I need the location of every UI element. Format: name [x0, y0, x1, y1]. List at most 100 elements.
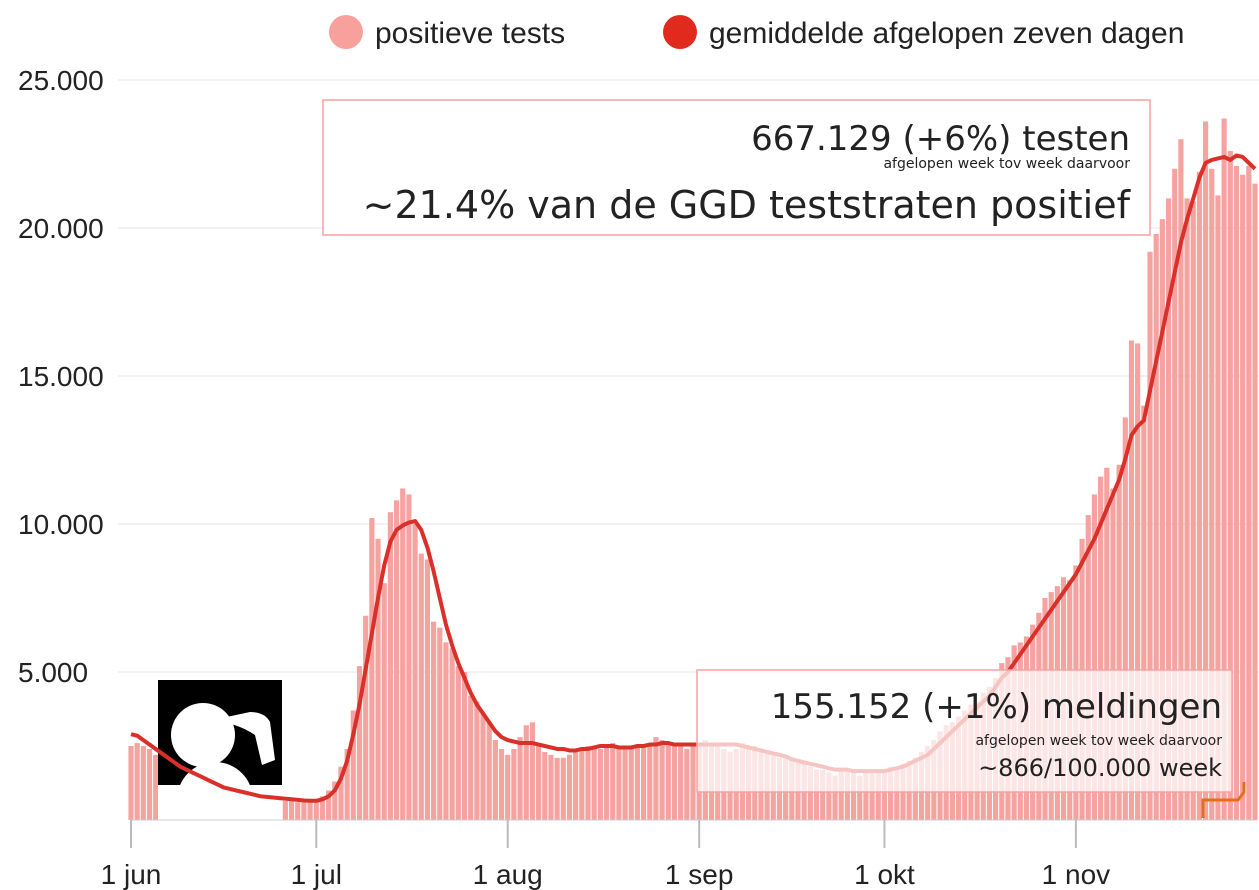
bar: [381, 583, 387, 820]
bar: [1165, 198, 1172, 820]
bar: [153, 754, 159, 820]
annotation-box: [696, 669, 1233, 793]
bar: [393, 500, 400, 820]
annotation-text: afgelopen week tov week daarvoor: [883, 156, 1130, 172]
bar: [863, 772, 869, 820]
bar: [529, 722, 536, 820]
y-tick-label: 25.000: [18, 65, 104, 96]
bar: [350, 710, 356, 820]
x-tick-label: 1 sep: [665, 859, 734, 890]
x-axis: 1 jun 1 jul 1 aug 1 sep 1 okt 1 nov: [101, 819, 1255, 890]
bar: [616, 748, 622, 820]
bar: [628, 748, 634, 820]
legend-label: positieve tests: [375, 17, 565, 50]
bar: [431, 621, 437, 820]
bar: [1141, 405, 1147, 820]
bar: [1252, 183, 1258, 821]
bar: [455, 666, 461, 820]
bar: [307, 802, 313, 820]
bar: [554, 757, 560, 820]
bar: [1098, 476, 1104, 820]
bar: [369, 518, 375, 820]
legend-swatch: [663, 15, 697, 49]
annotation-text: 155.152 (+1%) meldingen: [771, 687, 1222, 727]
legend-label: gemiddelde afgelopen zeven dagen: [709, 17, 1184, 50]
bar: [449, 648, 455, 820]
annotation-text: 667.129 (+6%) testen: [751, 119, 1130, 159]
bar: [678, 746, 684, 820]
x-tick-label: 1 jul: [291, 859, 342, 890]
bar: [1184, 198, 1190, 820]
annotation-text: afgelopen week tov week daarvoor: [975, 733, 1222, 749]
bar: [338, 766, 344, 820]
bar: [881, 769, 888, 820]
bar: [288, 800, 295, 820]
bar: [375, 538, 381, 820]
bar: [647, 743, 653, 820]
legend: positieve tests gemiddelde afgelopen zeve…: [329, 15, 1184, 50]
bar: [869, 769, 875, 820]
bar: [1135, 343, 1141, 820]
y-tick-label: 10.000: [18, 509, 104, 540]
bar: [548, 754, 554, 820]
bar: [1153, 233, 1159, 821]
bar: [1202, 121, 1209, 820]
bar: [634, 746, 641, 820]
bar: [474, 701, 480, 820]
bar: [356, 666, 363, 820]
bar: [1085, 515, 1091, 820]
bar: [418, 553, 424, 820]
bar: [542, 751, 548, 820]
bar: [319, 796, 326, 820]
bar: [468, 695, 474, 820]
x-tick-label: 1 jun: [101, 859, 162, 890]
bar: [894, 766, 900, 820]
bar: [140, 746, 146, 820]
bar: [1227, 151, 1233, 821]
bar: [603, 746, 610, 820]
bar: [486, 722, 492, 820]
bar: [1233, 165, 1240, 821]
bar: [295, 802, 301, 820]
bar: [888, 766, 894, 820]
bar: [282, 800, 288, 820]
bar: [875, 769, 881, 820]
annotation-text: ~866/100.000 week: [978, 754, 1222, 782]
legend-swatch: [329, 15, 363, 49]
bar: [690, 743, 696, 820]
bar: [832, 775, 838, 820]
line-layer: [130, 153, 1257, 803]
bar: [1116, 464, 1122, 820]
bar: [573, 751, 579, 820]
bracket: [1201, 782, 1246, 818]
bar: [363, 615, 369, 820]
annotation-box: [322, 99, 1151, 236]
x-tick-label: 1 aug: [473, 859, 543, 890]
bar: [838, 769, 844, 820]
bar: [313, 799, 319, 820]
bar: [480, 713, 486, 820]
bar: [498, 748, 505, 820]
bar: [505, 754, 511, 820]
icon-hand: [222, 712, 275, 765]
bar: [857, 775, 863, 820]
bar: [1246, 165, 1252, 821]
bar: [1172, 168, 1178, 821]
bar: [659, 740, 665, 820]
bar: [461, 672, 468, 820]
bar: [406, 494, 412, 820]
bar: [1122, 417, 1128, 820]
bar: [326, 790, 332, 820]
bar: [146, 748, 153, 820]
x-tick-label: 1 nov: [1042, 859, 1111, 890]
annotation-text: ~21.4% van de GGD teststraten positief: [363, 183, 1132, 227]
bar: [412, 524, 418, 820]
bar: [1110, 488, 1116, 820]
icon-head: [171, 703, 235, 767]
bar: [424, 559, 431, 820]
bar: [1178, 139, 1184, 820]
bar: [622, 748, 628, 820]
bar: [850, 772, 857, 820]
